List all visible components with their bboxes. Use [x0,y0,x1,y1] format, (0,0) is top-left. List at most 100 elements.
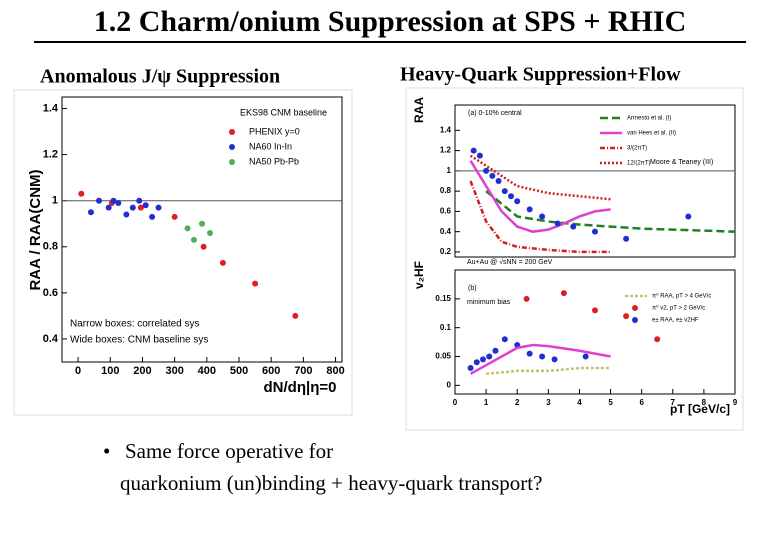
annotation: minimum bias [467,299,511,306]
x-tick-label: 4 [577,398,582,407]
line [485,366,611,376]
point [539,213,546,220]
point [200,243,207,250]
point [592,307,598,314]
point [184,225,191,232]
point [115,200,122,206]
point [292,312,299,319]
point [492,347,499,354]
y-tick-label: 0.2 [440,247,452,256]
point [501,336,508,343]
y-tick-label: 1.4 [440,125,452,134]
point [137,204,144,211]
y-tick-label: 0.6 [43,287,58,299]
point [123,211,130,218]
annotation: Wide boxes: CNM baseline sys [70,335,208,346]
point [489,172,496,179]
plot-area [454,269,736,395]
annotation: Moore & Teaney (III) [650,159,713,166]
line [469,180,611,254]
legend-label: 3/(2πT) [627,146,647,152]
legend-swatch [632,305,638,311]
point [129,204,136,211]
x-tick-label: 300 [165,365,183,377]
legend-title: EKS98 CNM baseline [240,107,327,117]
point [155,204,162,211]
y-tick-label: 1 [52,195,58,207]
legend-label: π⁰ v2, pT > 2 GeV/c [652,305,705,312]
point [495,178,502,184]
x-tick-label: 600 [262,365,280,377]
legend-swatch [632,317,638,323]
y-tick-label: 1 [447,166,452,175]
legend-label: NA50 Pb-Pb [249,156,299,166]
point [110,197,117,204]
point [554,220,561,227]
y-tick-label: 1.4 [43,102,59,114]
plot-frame [405,87,744,431]
x-tick-label: 2 [515,398,520,407]
x-tick-label: 0 [453,398,458,407]
y-tick-label: 0.05 [435,352,451,361]
x-tick-label: 0 [75,365,81,377]
point [526,206,533,213]
point [149,213,156,220]
plot-frame [13,89,353,416]
point [551,356,558,363]
slide-title: 1.2 Charm/onium Suppression at SPS + RHI… [94,5,687,38]
y-axis-label: RAA [412,97,426,123]
point [473,359,480,366]
y-tick-label: 0.4 [440,227,452,236]
annotation: Narrow boxes: correlated sys [70,319,200,330]
x-tick-label: 100 [101,365,119,377]
x-axis-label: pT [GeV/c] [670,402,730,416]
annotation: Au+Au @ √sNN = 200 GeV [467,258,553,266]
x-axis-label: dN/dη|η=0 [264,379,337,396]
x-tick-label: 800 [326,365,344,377]
y-tick-label: 1.2 [43,149,58,161]
point [467,365,474,372]
subtitle: Anomalous J/ψ Suppression [40,66,280,88]
point [560,290,567,297]
y-tick-label: 1.2 [440,146,452,155]
point [199,220,205,227]
y-tick-label: 0.15 [435,294,451,303]
x-tick-label: 8 [702,398,707,407]
y-tick-label: 0.8 [440,186,452,195]
x-tick-label: 1 [484,398,489,407]
point [78,190,85,197]
y-tick-label: 0.1 [440,323,452,332]
point [142,202,149,209]
y-tick-label: 0.6 [440,207,452,216]
subtitle: Heavy-Quark Suppression+Flow [400,64,681,86]
x-tick-label: 700 [294,365,312,377]
point [486,353,493,360]
y-tick-label: 0.4 [43,333,59,345]
plot-area [454,104,736,258]
point [523,295,530,302]
point [171,213,178,220]
y-tick-label: 0 [447,380,452,389]
legend-label: 12/(2πT) [627,161,650,167]
legend-swatch [229,144,235,150]
x-tick-label: 3 [546,398,551,407]
point [96,197,103,204]
x-tick-label: 6 [639,398,644,407]
point [654,336,661,343]
legend-swatch [229,129,235,135]
plot-area [61,96,343,363]
point [508,193,514,200]
legend-label: e± RAA, e± v2HF [652,318,699,324]
legend-label: van Hees et al. (II) [627,131,676,137]
legend-label: NA60 In-In [249,141,292,151]
line [469,160,611,233]
legend-label: π⁰ RAA, pT > 4 GeV/c [652,293,711,300]
x-tick-label: 400 [198,365,216,377]
y-tick-label: 0.8 [43,241,58,253]
x-tick-label: 5 [608,398,613,407]
point [190,236,197,243]
point [105,204,112,211]
point [514,198,521,205]
point [592,228,598,235]
